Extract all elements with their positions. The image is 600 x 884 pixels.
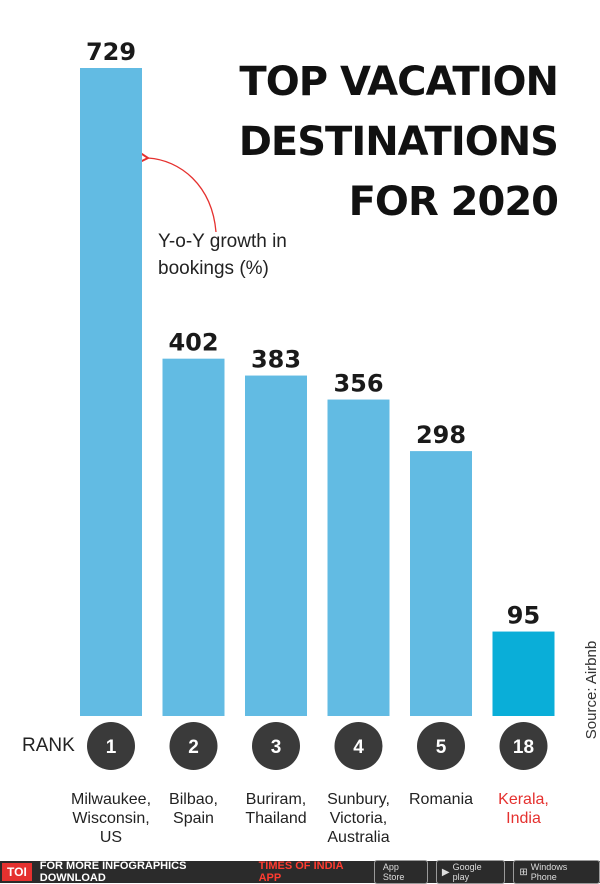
windows-phone-label: Windows Phone (530, 862, 568, 882)
footer-text: FOR MORE INFOGRAPHICS DOWNLOAD (39, 860, 187, 884)
destination-line: Australia (327, 829, 390, 846)
destination-line: Buriram, (245, 791, 307, 808)
bar-3 (245, 375, 307, 716)
value-label-3: 383 (251, 346, 301, 374)
destination-label-4: Sunbury, Victoria, Australia (309, 790, 409, 847)
destination-line: US (99, 829, 123, 846)
destination-line: India (506, 810, 541, 827)
annotation-line-2: bookings (%) (158, 258, 269, 279)
bar-6 (492, 631, 555, 716)
destination-line: Victoria, (329, 810, 388, 827)
value-label-4: 356 (333, 370, 383, 398)
bar-chart: 729 1 402 2 383 3 356 4 298 5 95 18 (80, 38, 555, 770)
title-line-3: FOR 2020 (348, 179, 559, 225)
annotation-arrow (138, 151, 217, 233)
annotation-note: Y-o-Y growth in bookings (%) (158, 228, 287, 282)
footer-brand: TIMES OF INDIA APP (258, 860, 344, 884)
value-label-5: 298 (416, 421, 466, 449)
app-store-badge[interactable]: App Store (373, 860, 428, 884)
destination-label-2: Bilbao, Spain (144, 790, 244, 828)
chart-title: TOP VACATION DESTINATIONS FOR 2020 (238, 52, 559, 232)
annotation-line-1: Y-o-Y growth in (158, 231, 287, 252)
destination-line: Kerala, (498, 791, 549, 808)
rank-badge-5 (417, 722, 465, 770)
destination-label-3: Buriram, Thailand (226, 790, 326, 828)
rank-number-1: 1 (106, 737, 117, 758)
google-play-badge[interactable]: ▶ Google play (435, 860, 506, 884)
rank-badge-4 (334, 722, 383, 770)
destination-line: Wisconsin, (72, 810, 150, 827)
rank-number-6: 18 (513, 737, 534, 758)
rank-number-5: 5 (436, 737, 447, 758)
rank-badge-6 (499, 722, 548, 770)
title-line-1: TOP VACATION (239, 59, 559, 105)
footer-banner: TOI FOR MORE INFOGRAPHICS DOWNLOAD TIMES… (0, 860, 600, 884)
destination-line: Romania (408, 791, 474, 808)
bar-5 (410, 451, 472, 716)
rank-label: RANK (22, 735, 75, 756)
rank-badge-3 (252, 722, 300, 770)
destination-line: Bilbao, (169, 791, 218, 808)
rank-number-2: 2 (188, 737, 199, 758)
destination-label-5: Romania (391, 790, 491, 809)
rank-number-4: 4 (353, 737, 364, 758)
rank-number-3: 3 (271, 737, 282, 758)
destination-label-6: Kerala, India (474, 790, 574, 828)
bar-2 (162, 358, 225, 716)
destination-line: Thailand (245, 810, 307, 827)
source-note: Source: Airbnb (583, 640, 600, 740)
destination-line: Milwaukee, (70, 791, 152, 808)
bar-4 (327, 399, 390, 716)
app-store-label: App Store (382, 862, 405, 882)
destination-line: Spain (173, 810, 214, 827)
rank-badge-2 (169, 722, 218, 770)
toi-logo: TOI (2, 863, 32, 881)
title-line-2: DESTINATIONS (238, 119, 559, 165)
destination-line: Sunbury, (327, 791, 390, 808)
google-play-label: Google play (452, 862, 482, 882)
value-label-6: 95 (507, 602, 540, 630)
value-label-1: 729 (86, 38, 136, 66)
rank-badge-1 (87, 722, 135, 770)
value-label-2: 402 (168, 329, 218, 357)
bar-1 (80, 68, 142, 716)
destination-label-1: Milwaukee, Wisconsin, US (61, 790, 161, 847)
google-play-icon: ▶ (441, 866, 450, 878)
windows-icon: ⊞ (519, 866, 528, 878)
windows-phone-badge[interactable]: ⊞ Windows Phone (513, 860, 600, 884)
